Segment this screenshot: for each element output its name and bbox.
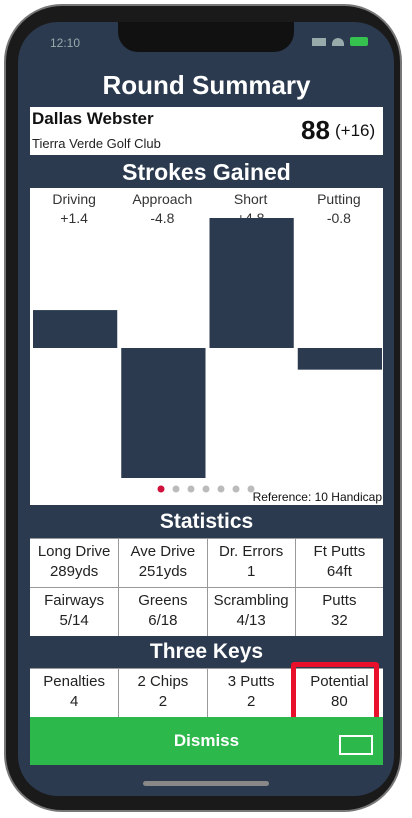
- strokes-chart: Reference: 10 Handicap Driving +1.4 Approa…: [33, 191, 383, 504]
- stat-cell: Putts 32: [295, 588, 383, 636]
- wifi-icon: [332, 38, 344, 46]
- battery-icon: [350, 37, 368, 46]
- score: 88: [301, 115, 330, 145]
- stat-label: Long Drive: [37, 543, 111, 560]
- page-dot: [217, 485, 225, 493]
- stat-cell: Greens 6/18: [119, 588, 207, 636]
- stat-cell: 3 Putts 2: [207, 669, 295, 717]
- stat-cell: Long Drive 289yds: [30, 539, 119, 587]
- stat-label: Dr. Errors: [219, 543, 284, 560]
- stat-cell: Ave Drive 251yds: [119, 539, 207, 587]
- stat-cell: Ft Putts 64ft: [295, 539, 383, 587]
- highlight-box: [291, 662, 379, 722]
- stat-cell: Scrambling 4/13: [207, 588, 295, 636]
- stat-value: 1: [246, 563, 256, 580]
- stat-value: 64ft: [326, 563, 352, 580]
- stat-cell: 2 Chips 2: [119, 669, 207, 717]
- stat-label: Putts: [322, 592, 357, 609]
- value-label: +1.4: [60, 210, 88, 226]
- stat-value: 4: [69, 693, 79, 710]
- stat-value: 289yds: [49, 563, 99, 580]
- stat-value: 4/13: [236, 612, 266, 629]
- category-label: Short: [234, 191, 268, 207]
- stat-label: 2 Chips: [137, 673, 189, 690]
- stat-cell: Dr. Errors 1: [207, 539, 295, 587]
- category-label: Putting: [317, 191, 361, 207]
- stat-cell: Fairways 5/14: [30, 588, 119, 636]
- signal-icon: [312, 38, 326, 46]
- page-dot: [232, 485, 240, 493]
- category-label: Driving: [52, 191, 96, 207]
- screen-title: Round Summary: [30, 66, 383, 104]
- stat-value: 251yds: [138, 563, 188, 580]
- edit-icon[interactable]: [339, 735, 373, 755]
- player-name: Dallas Webster: [32, 109, 154, 128]
- status-time: 12:10: [50, 36, 81, 50]
- player-panel: [30, 107, 383, 155]
- stat-cell: Penalties 4: [30, 669, 119, 717]
- reference-note: Reference: 10 Handicap: [253, 490, 383, 504]
- page-dot: [247, 485, 255, 493]
- bar: [297, 348, 382, 370]
- value-label: -4.8: [150, 210, 174, 226]
- stat-label: Ave Drive: [130, 543, 196, 560]
- stat-label: Penalties: [43, 673, 105, 690]
- page-dot: [202, 485, 210, 493]
- bar: [33, 310, 118, 348]
- keys-grid: Penalties 4 2 Chips 2 3 Putts 2 Potential 80: [30, 668, 383, 717]
- stat-label: Fairways: [44, 592, 105, 609]
- value-label: -0.8: [327, 210, 351, 226]
- dismiss-button[interactable]: Dismiss: [30, 717, 383, 765]
- stat-cell: Potential 80: [295, 669, 383, 717]
- score-to-par: (+16): [335, 121, 376, 140]
- stats-grid: Long Drive 289yds Ave Drive 251yds Dr. Error…: [30, 538, 383, 636]
- home-indicator: [143, 781, 269, 786]
- stat-value: 80: [331, 693, 348, 710]
- notch: [118, 22, 294, 52]
- stat-value: 5/14: [59, 612, 89, 629]
- stat-value: 2: [158, 693, 168, 710]
- stat-label: Scrambling: [213, 592, 289, 609]
- stat-value: 32: [331, 612, 348, 629]
- bar: [121, 348, 206, 478]
- page-dot: [172, 485, 180, 493]
- page-dot: [157, 485, 165, 493]
- stat-label: 3 Putts: [227, 673, 275, 690]
- page-dots: [157, 485, 255, 493]
- section-title: Strokes Gained: [30, 157, 383, 187]
- page-dot: [187, 485, 195, 493]
- stat-label: Potential: [310, 673, 369, 690]
- stat-label: Greens: [138, 592, 188, 609]
- bar: [209, 218, 294, 348]
- stat-value: 6/18: [148, 612, 178, 629]
- stat-label: Ft Putts: [313, 543, 366, 560]
- stat-value: 2: [246, 693, 256, 710]
- section-title: Statistics: [30, 507, 383, 537]
- category-label: Approach: [132, 191, 192, 207]
- course-name: Tierra Verde Golf Club: [32, 136, 161, 151]
